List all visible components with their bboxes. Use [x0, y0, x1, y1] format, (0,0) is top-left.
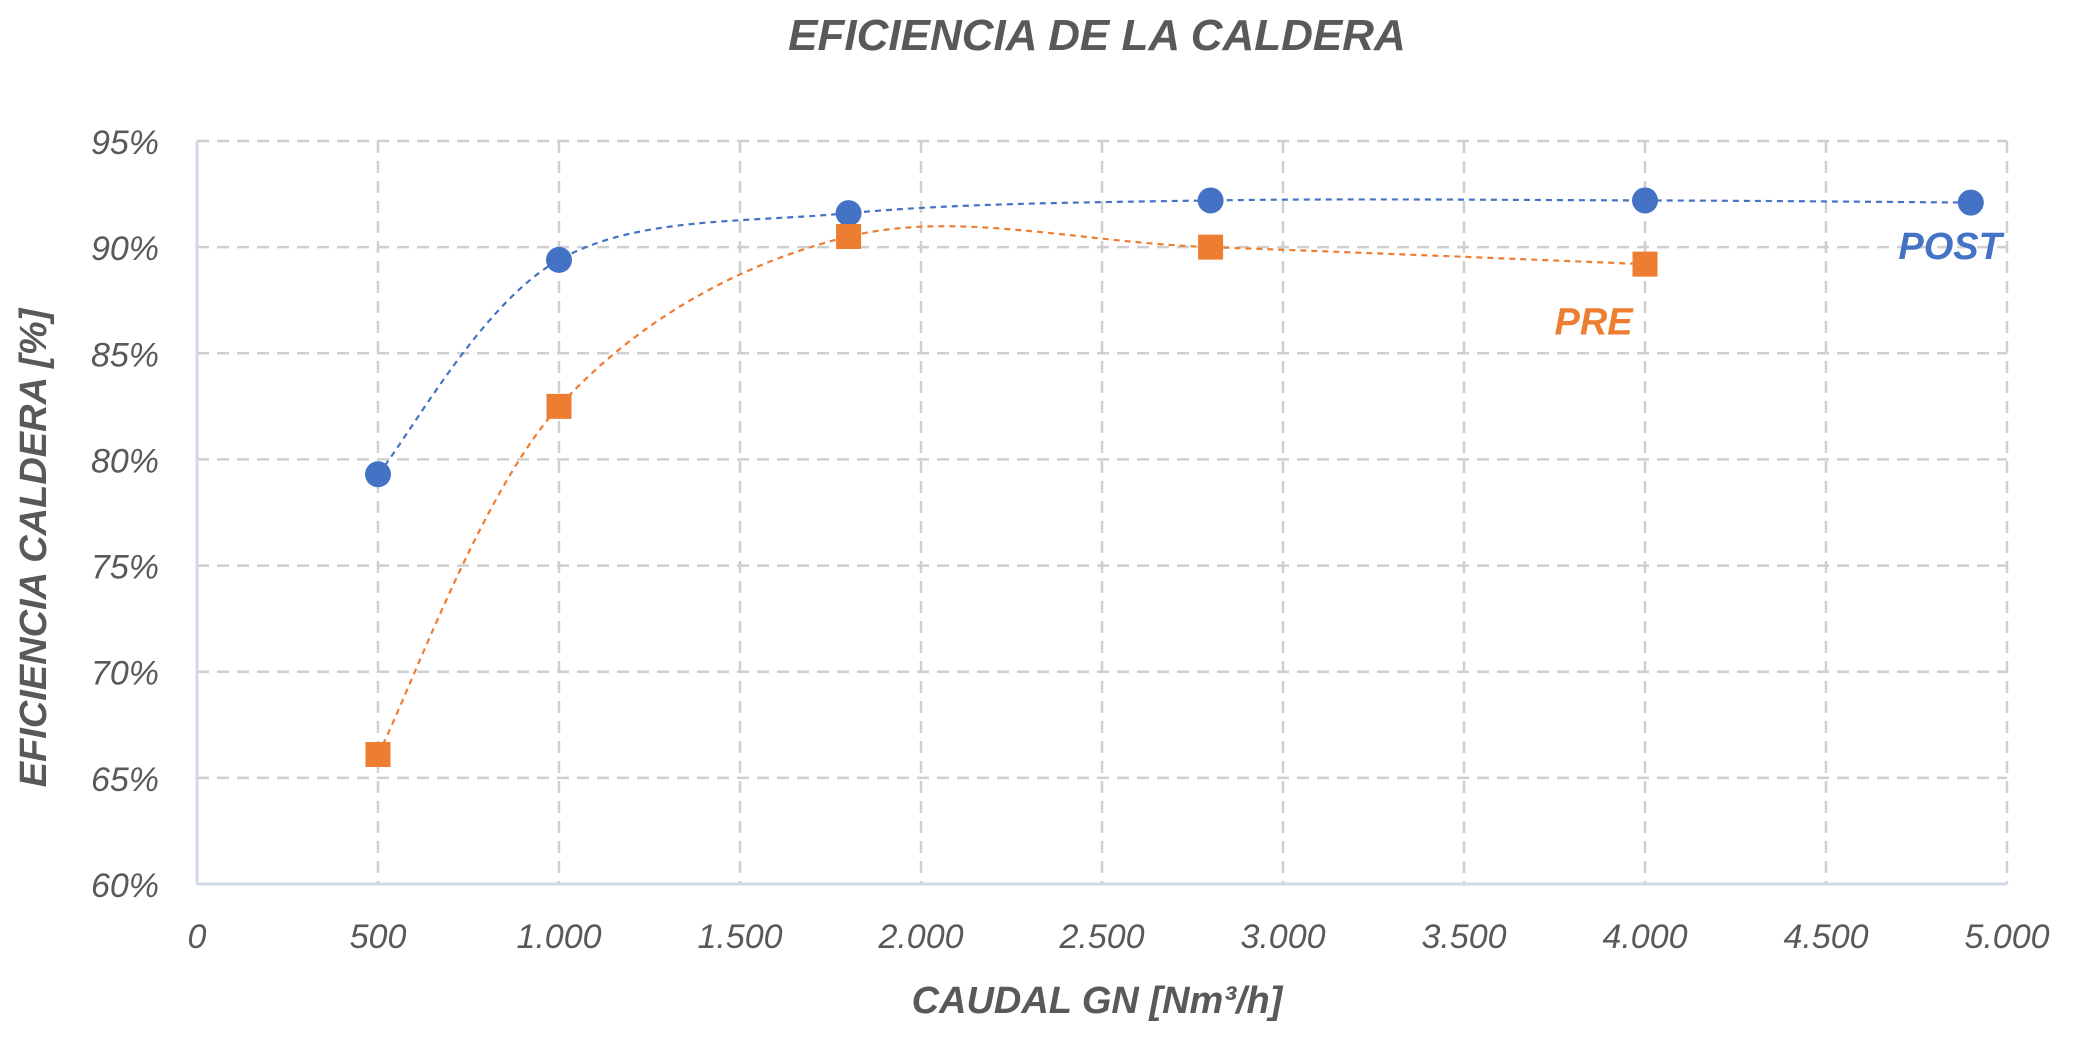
x-tick-label: 5.000: [1964, 918, 2049, 956]
y-tick-label: 70%: [91, 655, 159, 693]
y-tick-label: 60%: [91, 867, 159, 905]
y-tick-label: 95%: [91, 124, 159, 162]
x-tick-label: 500: [350, 918, 407, 956]
x-tick-label: 3.000: [1240, 918, 1325, 956]
x-tick-label: 4.500: [1783, 918, 1868, 956]
chart-title: EFICIENCIA DE LA CALDERA: [788, 11, 1406, 60]
y-tick-label: 75%: [91, 549, 159, 587]
data-point-post: [1957, 189, 1984, 216]
series-line-post: [377, 198, 1971, 475]
axes: [195, 141, 2007, 886]
data-point-pre: [836, 224, 862, 250]
series-line-pre: [377, 225, 1646, 756]
data-point-pre: [546, 393, 572, 419]
x-tick-label: 2.000: [877, 918, 963, 956]
x-tick-label: 0: [188, 918, 207, 956]
x-axis-title: CAUDAL GN [Nm³/h]: [912, 980, 1284, 1022]
data-point-pre: [365, 742, 391, 768]
x-tick-label: 3.500: [1421, 918, 1506, 956]
x-tick-label: 2.500: [1058, 918, 1144, 956]
series: [365, 187, 1984, 768]
y-tick-label: 85%: [91, 336, 159, 374]
data-point-pre: [1198, 234, 1224, 260]
tick-labels: 60% 65% 70% 75% 80% 85% 90% 95% 0 500 1.000 1.500 2.…: [91, 124, 2050, 956]
grid: [197, 139, 2009, 884]
data-point-post: [1632, 187, 1658, 214]
x-tick-label: 1.000: [516, 918, 601, 956]
y-tick-label: 90%: [91, 230, 159, 268]
data-point-post: [365, 461, 391, 488]
x-tick-label: 4.000: [1602, 918, 1687, 956]
y-tick-label: 65%: [91, 761, 159, 799]
data-point-pre: [1632, 251, 1658, 277]
data-point-post: [546, 246, 572, 273]
series-label-post: POST: [1898, 226, 2004, 268]
y-axis-title: EFICIENCIA CALDERA [%]: [13, 307, 55, 787]
series-labels: POST PRE: [1555, 226, 2005, 343]
data-point-post: [835, 200, 862, 227]
y-tick-label: 80%: [91, 442, 159, 480]
x-tick-label: 1.500: [697, 918, 782, 956]
data-point-post: [1197, 187, 1224, 214]
series-label-pre: PRE: [1555, 301, 1635, 343]
